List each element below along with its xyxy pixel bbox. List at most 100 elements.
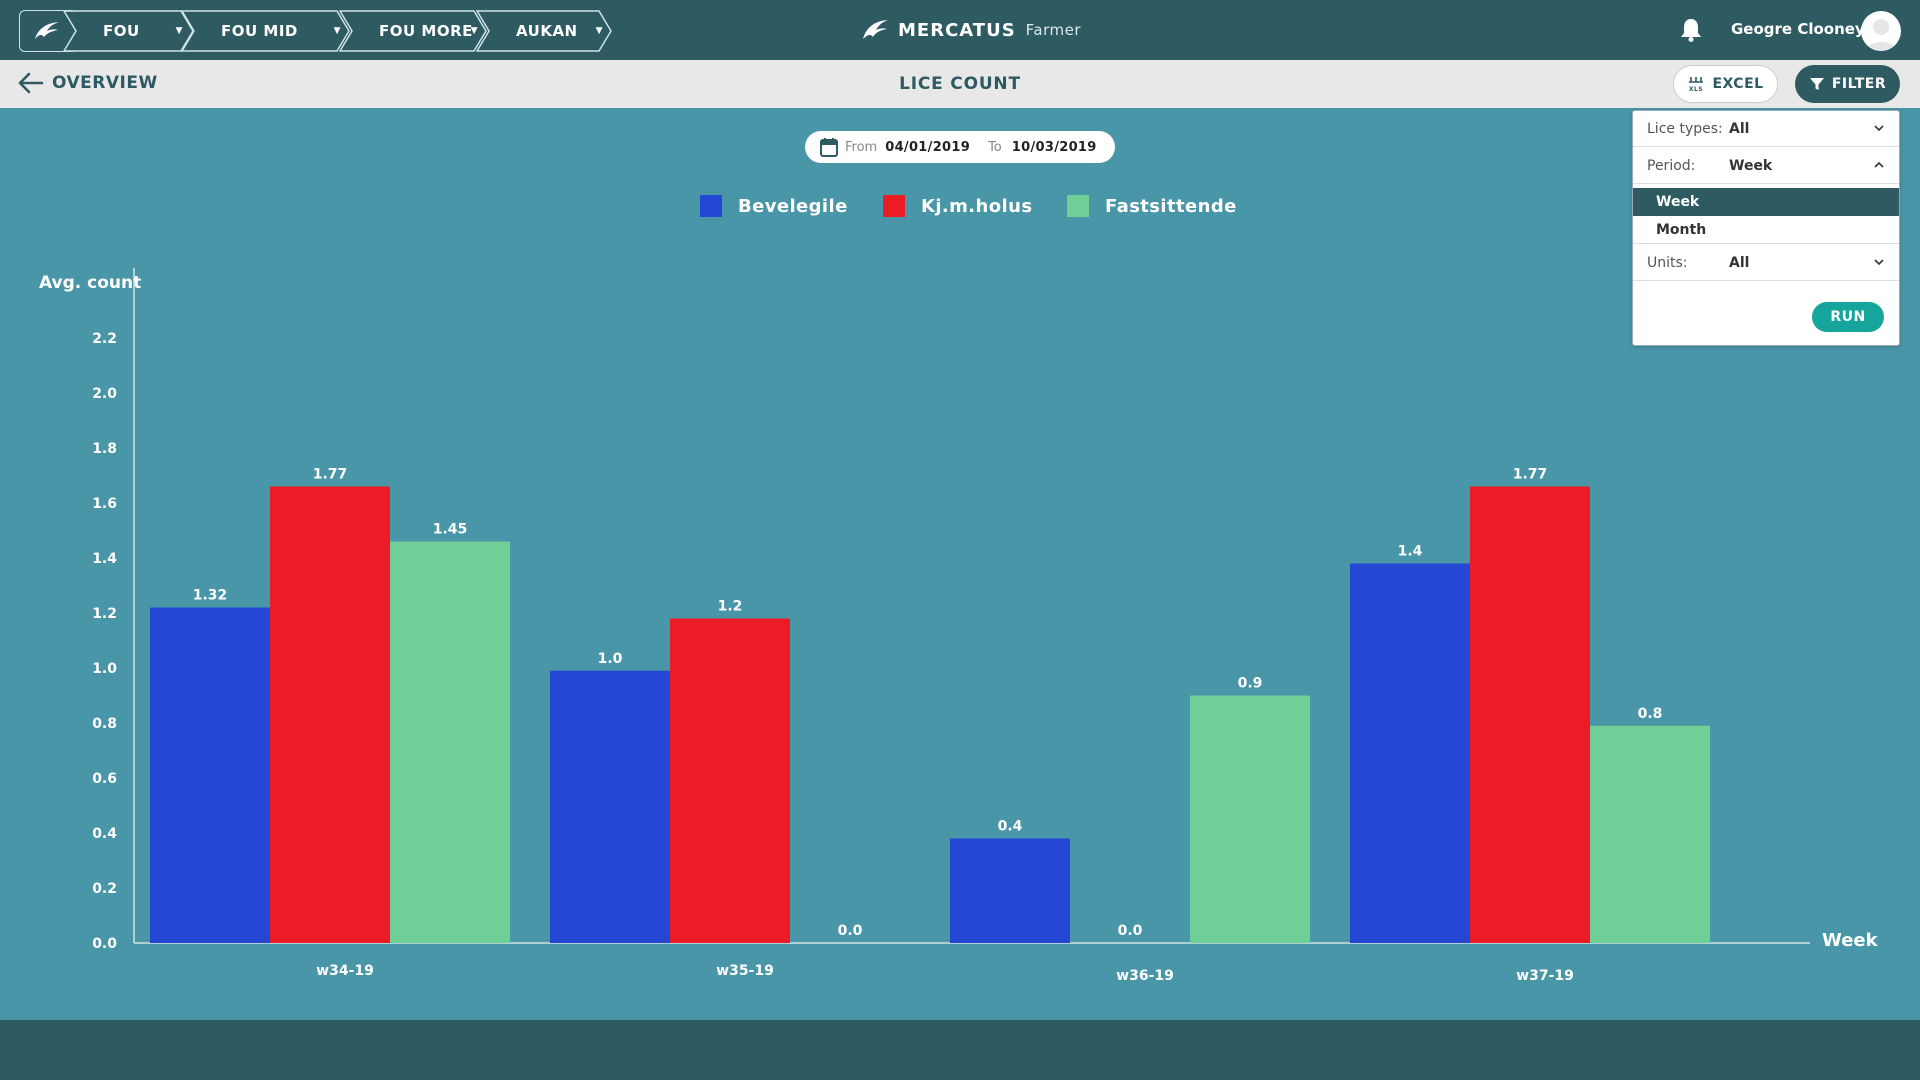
date-to-value[interactable]: 10/03/2019	[1011, 139, 1097, 155]
bar-bevelegile	[150, 607, 270, 943]
chevron-down-icon	[1874, 259, 1884, 266]
bar-kj-m-holus	[270, 486, 390, 943]
legend-item-fastsittende[interactable]: Fastsittende	[1067, 195, 1237, 217]
bar-bevelegile	[550, 670, 670, 943]
filter-label: FILTER	[1831, 76, 1887, 92]
filter-button[interactable]: FILTER	[1795, 65, 1900, 103]
y-tick-label: 1.4	[92, 551, 117, 567]
calendar-icon	[820, 138, 838, 157]
y-tick-label: 0.4	[92, 826, 117, 842]
data-label: 1.77	[313, 467, 348, 483]
breadcrumb-item-fou-mid[interactable]: FOU MID ▼	[181, 10, 350, 52]
crumb-frame-icon	[476, 10, 612, 52]
period-option-week[interactable]: Week	[1633, 188, 1899, 216]
bar-fastsittende	[1590, 725, 1710, 943]
chart-legend: Bevelegile Kj.m.holus Fastsittende	[0, 195, 1920, 219]
home-crumb[interactable]	[19, 10, 73, 52]
legend-item-bevelegile[interactable]: Bevelegile	[700, 195, 848, 217]
y-tick-label: 1.6	[92, 496, 117, 512]
legend-swatch	[1067, 195, 1089, 217]
sub-bar: OVERVIEW LICE COUNT XLS EXCEL FILTER	[0, 60, 1920, 108]
date-range-picker[interactable]: From 04/01/2019 To 10/03/2019	[805, 131, 1115, 163]
data-label: 1.4	[1398, 544, 1423, 560]
excel-label: EXCEL	[1712, 76, 1764, 92]
y-tick-label: 0.0	[92, 936, 117, 952]
footer-bar	[0, 1020, 1920, 1080]
user-name[interactable]: Geogre Clooney	[1731, 20, 1865, 38]
x-axis-title: Week	[1822, 930, 1879, 951]
data-label: 0.0	[1118, 923, 1143, 939]
fish-logo-icon	[863, 20, 888, 39]
y-tick-label: 2.0	[92, 386, 117, 402]
y-tick-label: 1.2	[92, 606, 117, 622]
data-label: 1.77	[1513, 467, 1548, 483]
x-tick-label: w34-19	[316, 963, 374, 979]
chevron-down-icon: ▼	[470, 26, 478, 36]
period-option-month[interactable]: Month	[1633, 216, 1899, 244]
bell-icon[interactable]	[1679, 17, 1703, 43]
legend-swatch	[700, 195, 722, 217]
breadcrumb: FOU ▼ FOU MID ▼ FOU MORE ▼ AUKAN ▼	[19, 10, 612, 52]
breadcrumb-item-fou-more[interactable]: FOU MORE ▼	[339, 10, 487, 52]
date-to-label: To	[988, 139, 1002, 155]
bar-kj-m-holus	[1470, 486, 1590, 943]
brand-subtitle: Farmer	[1025, 21, 1082, 39]
data-label: 0.4	[998, 819, 1023, 835]
excel-button[interactable]: XLS EXCEL	[1673, 65, 1778, 103]
breadcrumb-label: FOU	[103, 22, 140, 40]
data-label: 1.2	[718, 599, 743, 615]
filter-icon	[1809, 78, 1824, 90]
x-tick-label: w37-19	[1516, 968, 1574, 984]
bar-kj-m-holus	[670, 618, 790, 943]
breadcrumb-item-fou[interactable]: FOU ▼	[63, 10, 194, 52]
svg-text:XLS: XLS	[1689, 86, 1703, 93]
run-button[interactable]: RUN	[1812, 302, 1884, 332]
x-tick-label: w36-19	[1116, 968, 1174, 984]
units-label: Units:	[1647, 254, 1688, 271]
y-tick-label: 1.8	[92, 441, 117, 457]
data-label: 1.32	[193, 588, 228, 604]
units-value: All	[1729, 254, 1750, 271]
data-label: 0.8	[1638, 706, 1663, 722]
period-value: Week	[1729, 157, 1773, 174]
arrow-left-icon	[18, 72, 44, 94]
back-label: OVERVIEW	[52, 73, 158, 93]
breadcrumb-label: FOU MORE	[379, 22, 473, 40]
date-from-label: From	[845, 139, 878, 155]
chevron-down-icon: ▼	[333, 26, 341, 36]
filter-panel: Lice types: All Period: Week Week Month …	[1632, 110, 1900, 346]
chevron-up-icon	[1874, 161, 1884, 168]
lice-count-chart: 0.0 0.2 0.4 0.6 0.8 1.0 1.2 1.4 1.6 1.8 2.0 2.2 Avg.…	[39, 268, 1879, 984]
legend-item-kjmholus[interactable]: Kj.m.holus	[883, 195, 1032, 217]
fish-logo-icon	[34, 22, 59, 39]
data-label: 0.9	[1238, 676, 1263, 692]
lice-types-label: Lice types:	[1647, 120, 1723, 137]
y-tick-label: 1.0	[92, 661, 117, 677]
bar-bevelegile	[1350, 563, 1470, 943]
breadcrumb-label: AUKAN	[516, 22, 578, 40]
period-select[interactable]: Period: Week	[1633, 148, 1899, 184]
breadcrumb-item-aukan[interactable]: AUKAN ▼	[476, 10, 612, 52]
brand-name: MERCATUS	[898, 19, 1016, 41]
y-tick-label: 0.6	[92, 771, 117, 787]
avatar[interactable]	[1861, 11, 1901, 51]
data-label: 1.45	[433, 522, 468, 538]
bar-fastsittende	[1190, 695, 1310, 943]
user-avatar-icon	[1866, 19, 1896, 51]
data-label: 0.0	[838, 923, 863, 939]
units-select[interactable]: Units: All	[1633, 245, 1899, 281]
lice-types-value: All	[1729, 120, 1750, 137]
chevron-down-icon: ▼	[595, 26, 603, 36]
lice-types-select[interactable]: Lice types: All	[1633, 111, 1899, 147]
date-from-value[interactable]: 04/01/2019	[885, 139, 971, 155]
page-title: LICE COUNT	[899, 74, 1021, 94]
legend-label: Kj.m.holus	[921, 195, 1033, 217]
legend-label: Bevelegile	[738, 195, 848, 217]
chevron-down-icon: ▼	[175, 26, 183, 36]
legend-swatch	[883, 195, 905, 217]
back-button[interactable]: OVERVIEW	[18, 72, 158, 94]
chevron-down-icon	[1874, 125, 1884, 132]
y-tick-label: 0.2	[92, 881, 117, 897]
y-axis-title: Avg. count	[39, 273, 141, 293]
y-tick-label: 2.2	[92, 331, 117, 347]
